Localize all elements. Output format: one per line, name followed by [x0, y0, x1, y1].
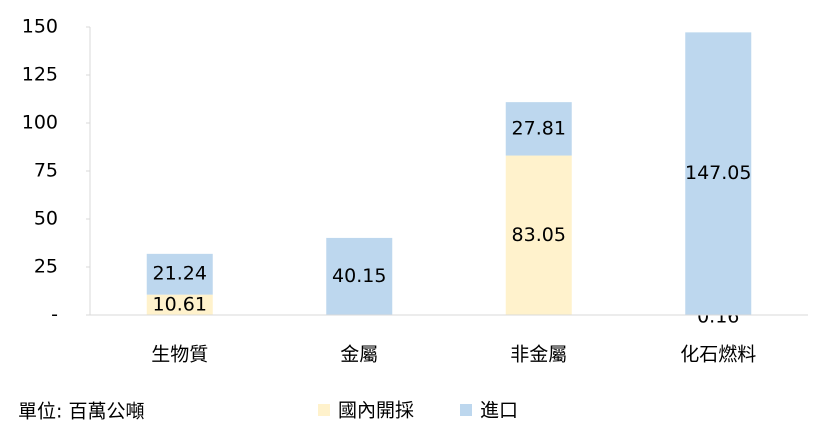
bar-segment [505, 155, 572, 315]
y-tick-label: - [51, 304, 58, 326]
x-tick-label: 非金屬 [510, 344, 567, 366]
y-tick-label: 50 [34, 208, 58, 230]
data-label: 40.15 [332, 265, 386, 287]
y-tick-label: 100 [22, 112, 58, 134]
legend-label: 進口 [480, 400, 518, 422]
y-tick-label: 125 [22, 64, 58, 86]
legend-swatch [460, 404, 472, 416]
bar-segment [326, 237, 393, 315]
bar-segment [685, 32, 752, 315]
bar-segment [146, 294, 213, 315]
data-label: 147.05 [685, 162, 751, 184]
y-tick-label: 150 [22, 16, 58, 38]
x-tick-label: 化石燃料 [680, 344, 756, 366]
legend-swatch [318, 404, 330, 416]
y-tick-label: 25 [34, 256, 58, 278]
bar-segment [505, 102, 572, 156]
data-label: 83.05 [512, 224, 566, 246]
data-label: 27.81 [512, 117, 566, 139]
data-label: 10.61 [153, 293, 207, 315]
unit-note: 單位: 百萬公噸 [18, 401, 144, 423]
legend-label: 國內開採 [338, 400, 414, 422]
x-tick-label: 生物質 [151, 344, 208, 366]
data-label: 21.24 [153, 263, 207, 285]
y-tick-label: 75 [34, 160, 58, 182]
x-tick-label: 金屬 [340, 344, 378, 366]
bar-segment [146, 253, 213, 295]
